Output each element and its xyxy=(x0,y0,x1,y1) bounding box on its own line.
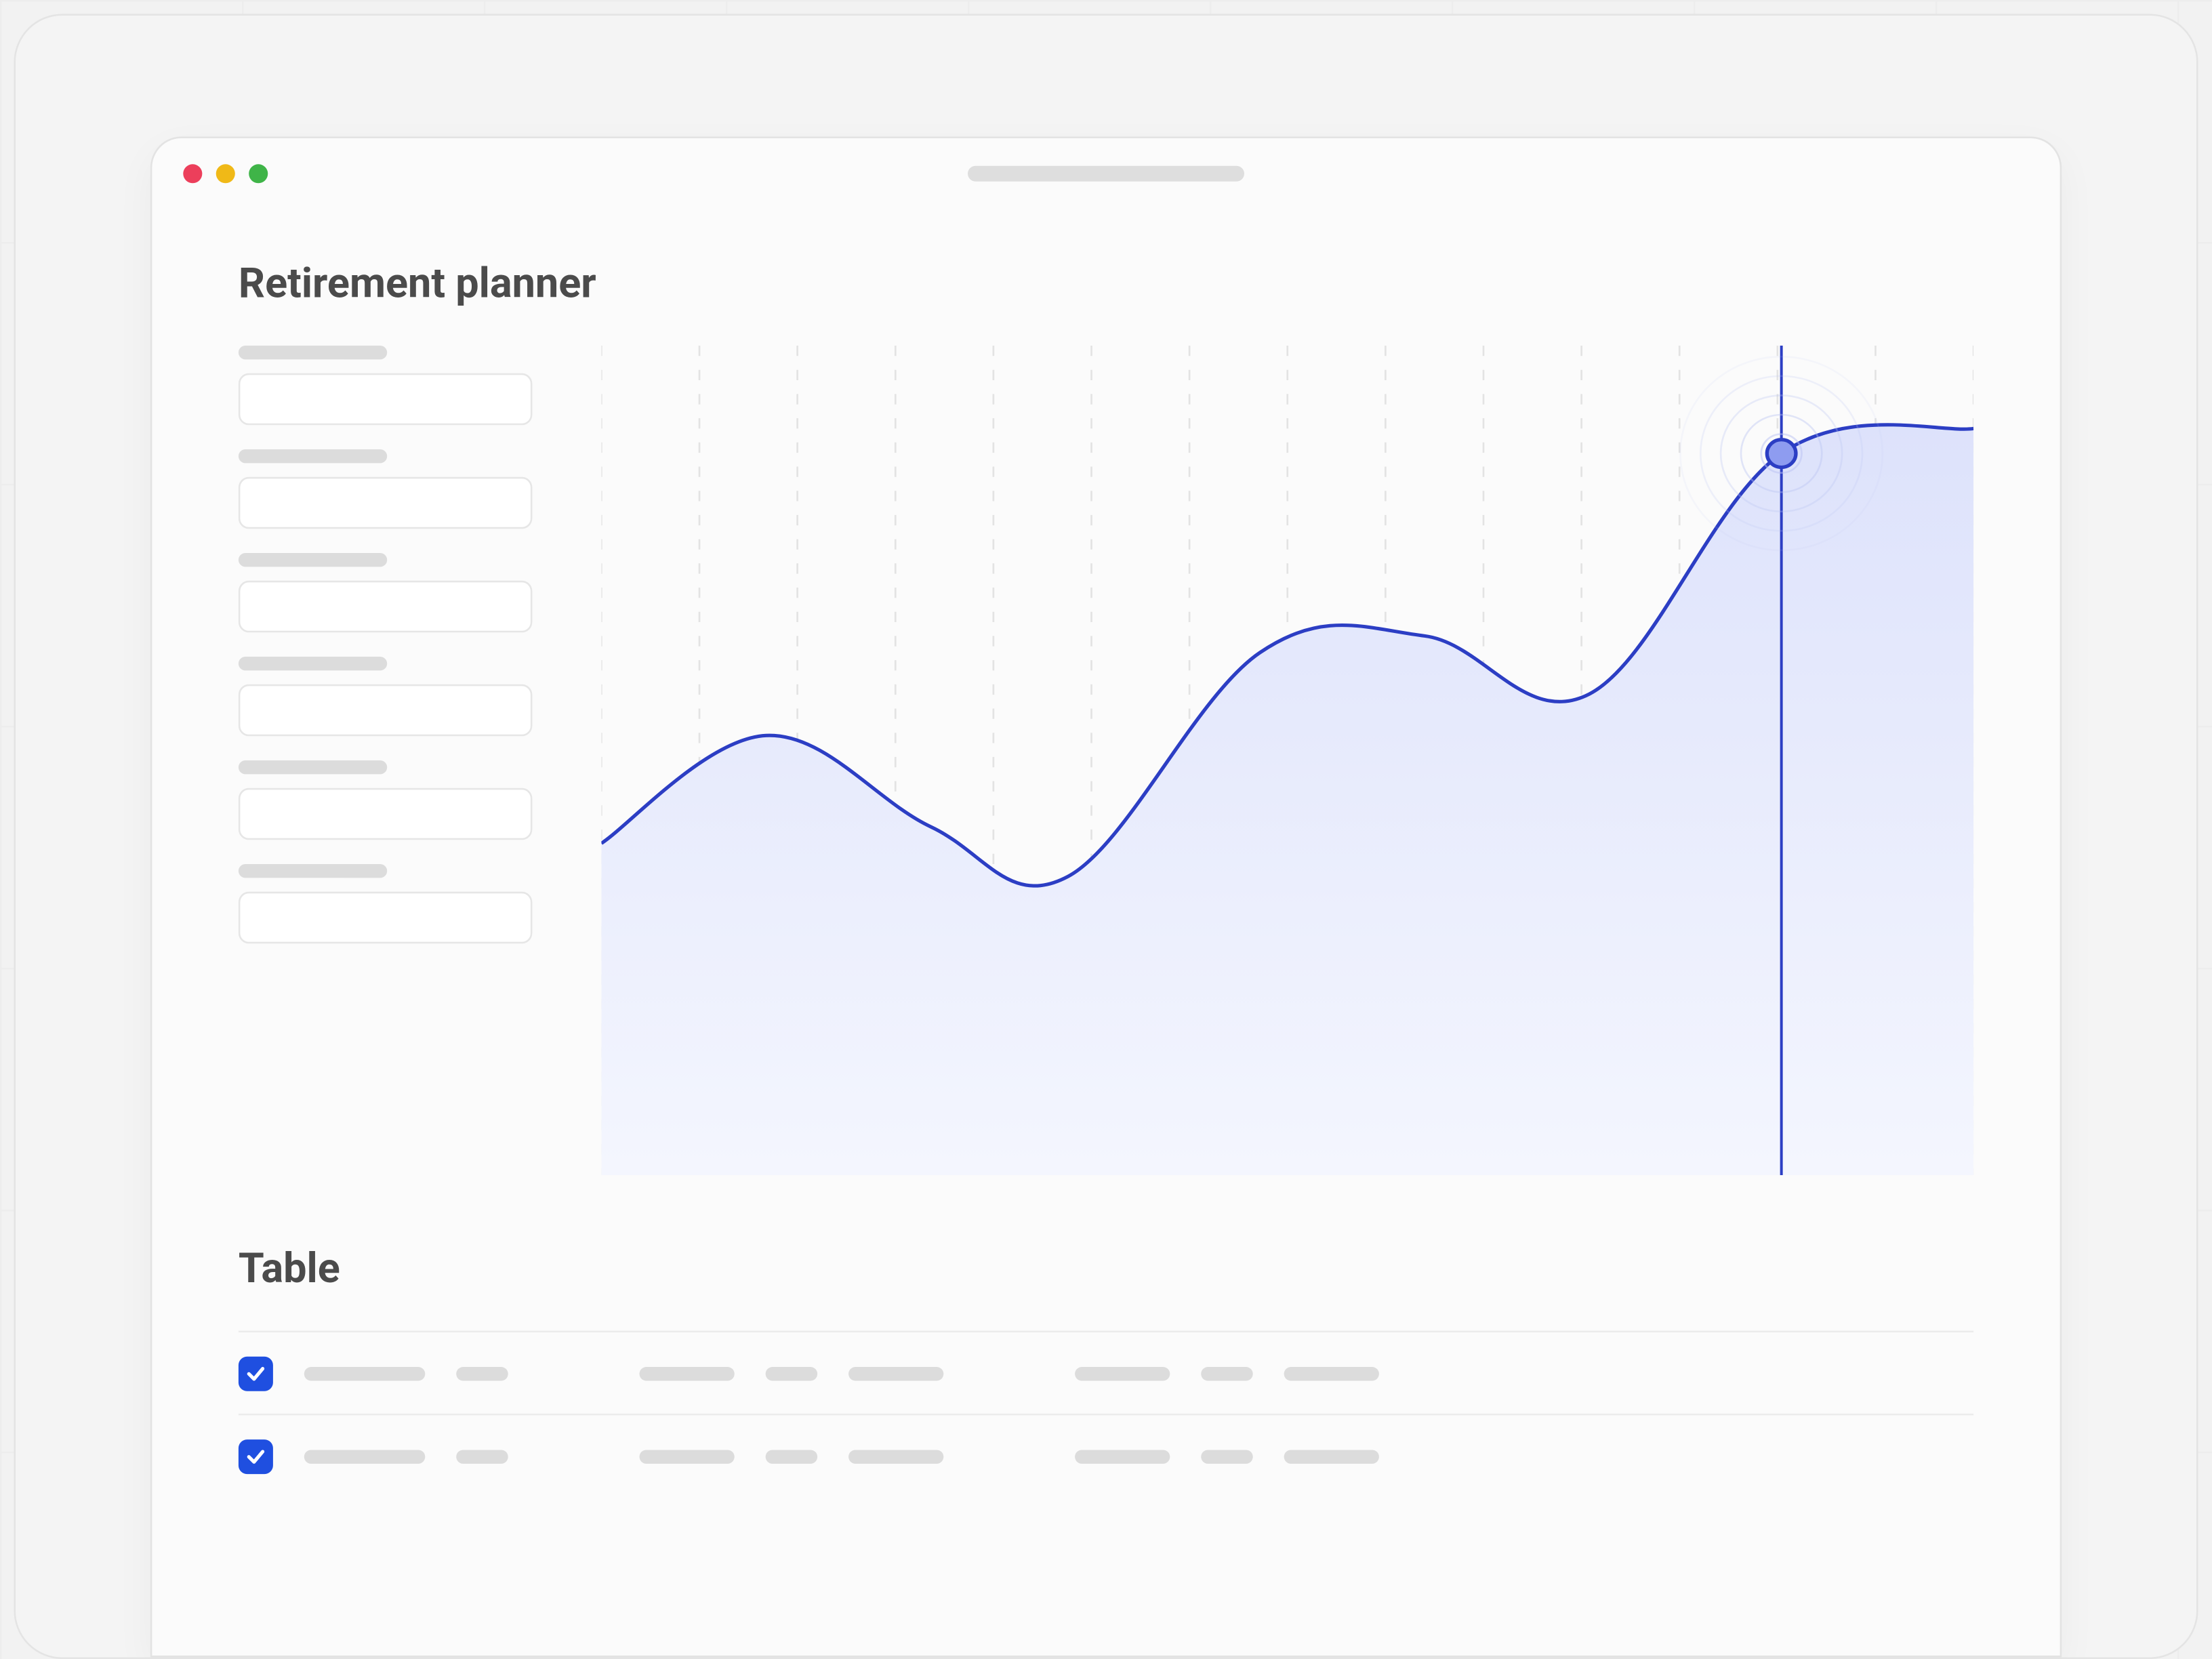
cell-placeholder xyxy=(1201,1366,1253,1380)
input-group xyxy=(239,657,532,736)
input-group xyxy=(239,449,532,529)
cell-placeholder xyxy=(1075,1366,1170,1380)
device-frame: Retirement planner Table xyxy=(14,14,2198,1659)
table-section: Table xyxy=(239,1244,1973,1496)
input-field[interactable] xyxy=(239,477,532,529)
input-label-placeholder xyxy=(239,760,387,774)
input-field[interactable] xyxy=(239,684,532,736)
cell-placeholder xyxy=(304,1449,426,1462)
maximize-icon[interactable] xyxy=(249,163,268,182)
input-label-placeholder xyxy=(239,553,387,567)
check-icon xyxy=(245,1446,266,1467)
browser-window: Retirement planner Table xyxy=(150,136,2062,1657)
url-bar-placeholder xyxy=(968,165,1244,181)
input-label-placeholder xyxy=(239,657,387,670)
inputs-column xyxy=(239,346,532,1175)
row-checkbox[interactable] xyxy=(239,1439,273,1473)
chart-svg xyxy=(601,346,1973,1175)
input-label-placeholder xyxy=(239,449,387,463)
cell-placeholder xyxy=(456,1449,508,1462)
chart-area-fill xyxy=(601,425,1973,1175)
input-group xyxy=(239,760,532,840)
input-label-placeholder xyxy=(239,346,387,359)
table-body xyxy=(239,1331,1973,1497)
chart-marker-dot[interactable] xyxy=(1767,440,1796,468)
row-checkbox[interactable] xyxy=(239,1355,273,1390)
cell-placeholder xyxy=(640,1449,735,1462)
cell-placeholder xyxy=(848,1366,943,1380)
table-title: Table xyxy=(239,1244,1973,1292)
growth-chart xyxy=(601,346,1973,1175)
page-title: Retirement planner xyxy=(239,260,1973,308)
traffic-lights xyxy=(183,163,268,182)
close-icon[interactable] xyxy=(183,163,202,182)
cell-placeholder xyxy=(1075,1449,1170,1462)
input-field[interactable] xyxy=(239,373,532,426)
cell-placeholder xyxy=(766,1366,818,1380)
input-label-placeholder xyxy=(239,864,387,878)
input-field[interactable] xyxy=(239,892,532,944)
input-group xyxy=(239,346,532,425)
table-row xyxy=(239,1331,1973,1414)
input-field[interactable] xyxy=(239,581,532,633)
cell-placeholder xyxy=(1201,1449,1253,1462)
input-group xyxy=(239,553,532,632)
check-icon xyxy=(245,1363,266,1384)
minimize-icon[interactable] xyxy=(216,163,235,182)
cell-placeholder xyxy=(640,1366,735,1380)
cell-placeholder xyxy=(1284,1449,1379,1462)
page-content: Retirement planner Table xyxy=(152,207,2060,1496)
input-group xyxy=(239,864,532,943)
planner-layout xyxy=(239,346,1973,1175)
cell-placeholder xyxy=(766,1449,818,1462)
cell-placeholder xyxy=(304,1366,426,1380)
cell-placeholder xyxy=(456,1366,508,1380)
cell-placeholder xyxy=(848,1449,943,1462)
input-field[interactable] xyxy=(239,788,532,840)
cell-placeholder xyxy=(1284,1366,1379,1380)
table-row xyxy=(239,1414,1973,1496)
window-titlebar xyxy=(152,138,2060,207)
